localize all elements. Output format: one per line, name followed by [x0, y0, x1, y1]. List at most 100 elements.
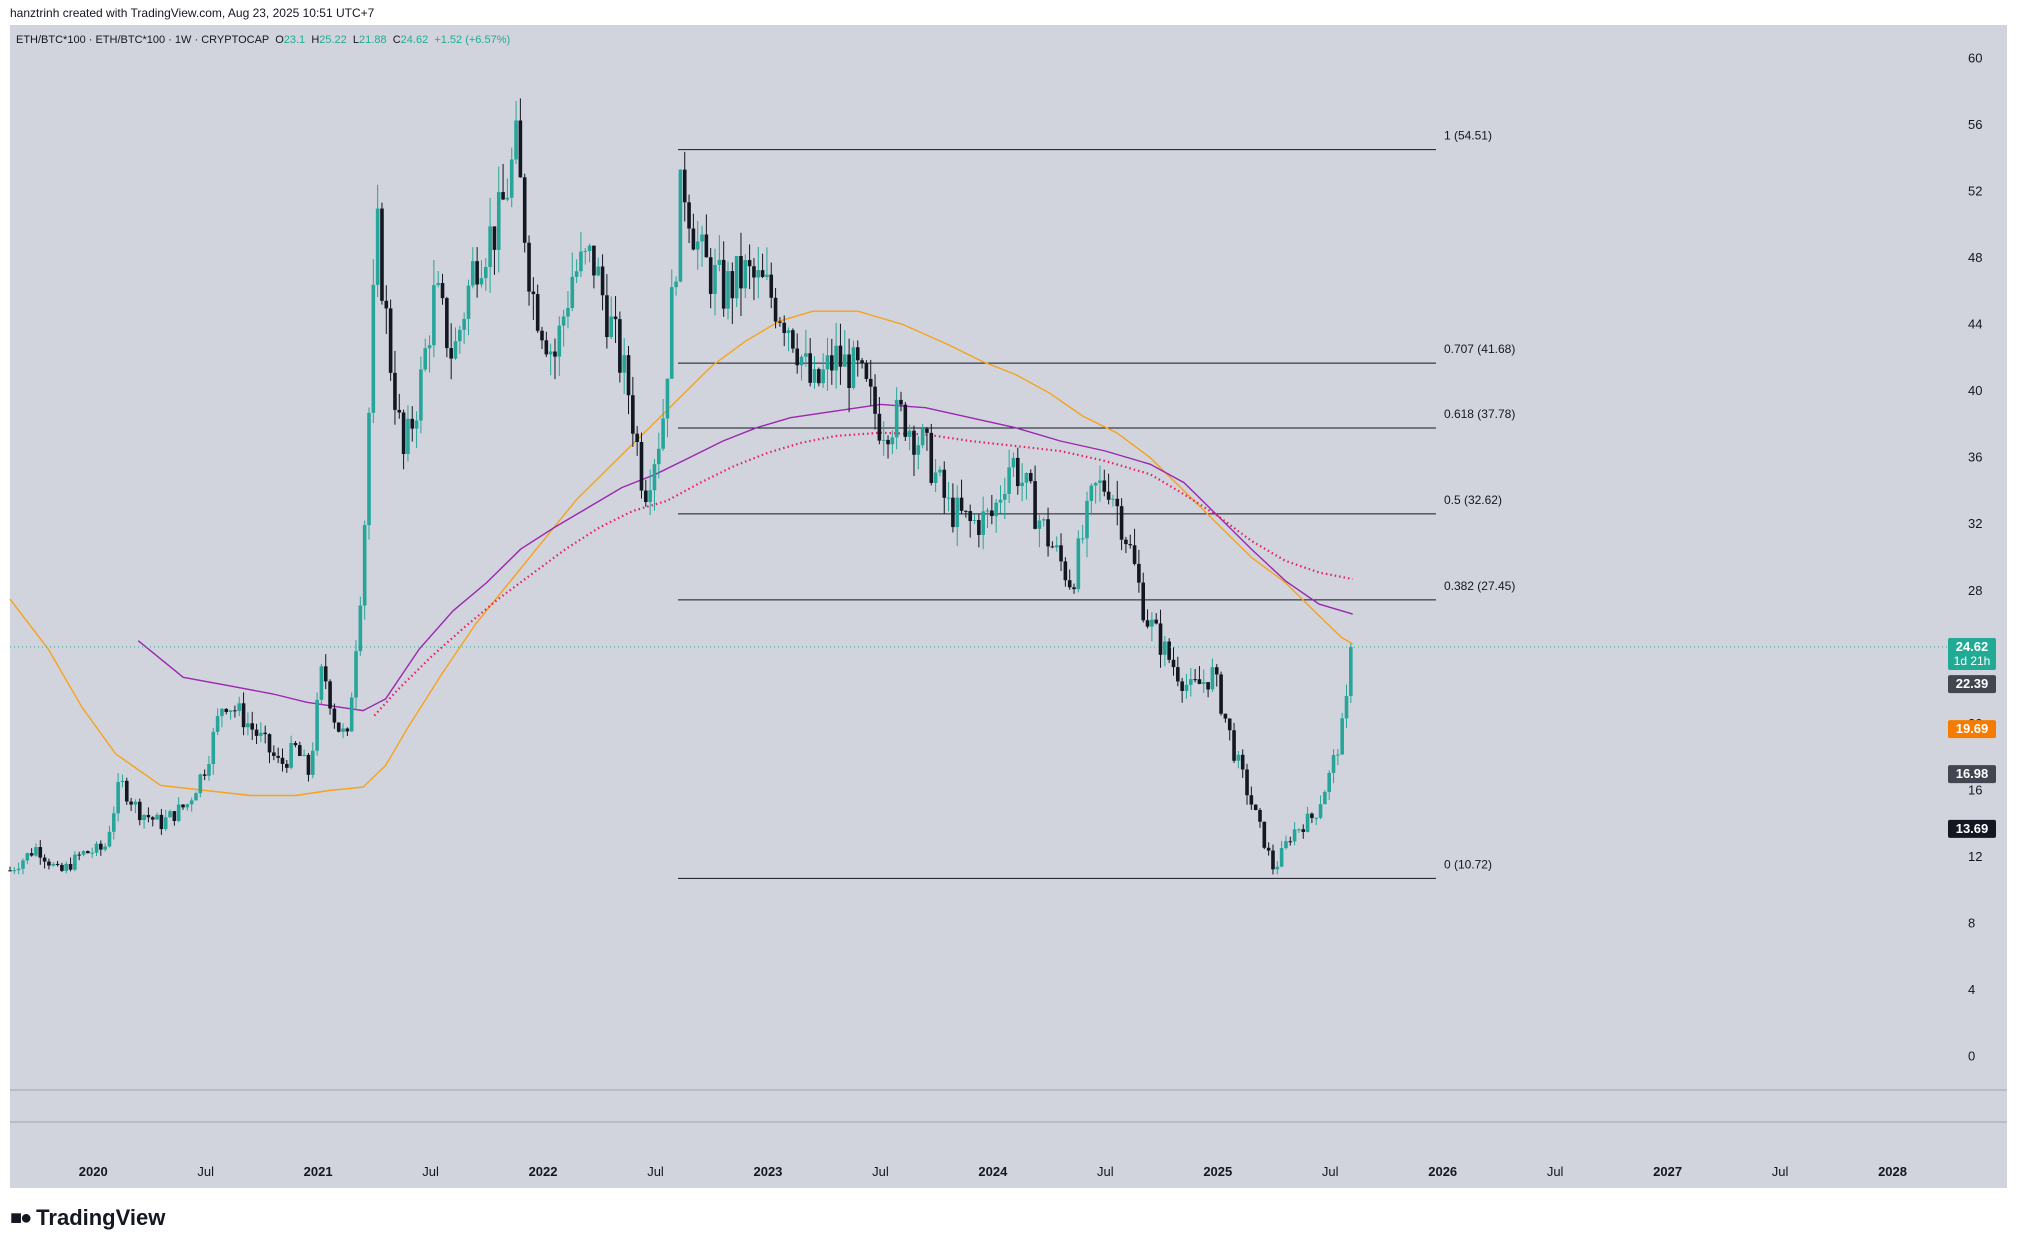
- candle-body: [838, 345, 843, 367]
- price-tag-label: 19.69: [1956, 721, 1989, 736]
- candle-body: [1033, 481, 1037, 529]
- price-tag-countdown: 1d 21h: [1954, 654, 1991, 668]
- moving-average-line: [137, 403, 1353, 712]
- candle-body: [371, 284, 376, 413]
- candle-body: [367, 412, 371, 526]
- x-tick-label: 2025: [1203, 1164, 1232, 1179]
- candle-body: [894, 399, 899, 438]
- candle-body: [1288, 841, 1293, 843]
- candle-body: [1154, 619, 1158, 624]
- price-tag: [1948, 765, 1996, 784]
- candle-body: [570, 276, 575, 309]
- candle-body: [1102, 480, 1107, 492]
- candle-body: [968, 511, 973, 522]
- candle-body: [548, 351, 553, 355]
- candle-body: [1106, 491, 1111, 500]
- candle-body: [466, 285, 471, 319]
- tradingview-logo-icon: ■●: [10, 1206, 32, 1229]
- candle-body: [237, 703, 242, 711]
- candle-body: [938, 469, 942, 473]
- candle-body: [721, 259, 726, 309]
- fib-level-label: 0.5 (32.62): [1444, 493, 1502, 507]
- candle-body: [401, 412, 406, 454]
- candle-body: [981, 511, 985, 535]
- candle-body: [479, 278, 484, 285]
- candle-body: [505, 197, 510, 200]
- candle-body: [544, 340, 549, 355]
- candle-body: [116, 781, 120, 814]
- candle-body: [159, 814, 164, 830]
- x-tick-label: Jul: [422, 1164, 439, 1179]
- candle-body: [674, 281, 678, 288]
- candle-body: [1167, 641, 1171, 660]
- candle-body: [691, 228, 696, 250]
- candle-body: [150, 817, 155, 820]
- tradingview-logo-text: TradingView: [36, 1205, 166, 1230]
- candle-body: [765, 274, 769, 277]
- candle-body: [55, 863, 60, 865]
- candle-body: [345, 728, 350, 732]
- candle-body: [1219, 674, 1223, 714]
- candle-body: [1163, 641, 1167, 655]
- candle-body: [587, 245, 592, 251]
- candle-body: [708, 257, 713, 294]
- candle-body: [829, 355, 834, 371]
- candle-body: [254, 729, 259, 736]
- chart-area[interactable]: [10, 25, 2007, 1188]
- candle-body: [202, 774, 207, 776]
- candle-body: [246, 723, 250, 728]
- candle-body: [1119, 506, 1124, 540]
- candle-body: [362, 525, 367, 606]
- candle-body: [1240, 754, 1245, 770]
- candle-body: [142, 814, 146, 821]
- candle-body: [605, 295, 609, 338]
- candle-body: [241, 703, 246, 728]
- candle-body: [899, 399, 903, 405]
- candle-body: [1206, 682, 1210, 690]
- candle-body: [890, 437, 895, 445]
- candle-body: [873, 386, 877, 414]
- candle-body: [168, 811, 172, 818]
- candle-body: [644, 490, 648, 503]
- candle-body: [881, 439, 886, 441]
- candle-body: [639, 441, 644, 491]
- candle-body: [791, 330, 795, 349]
- x-tick-label: 2024: [978, 1164, 1008, 1179]
- x-tick-label: 2026: [1428, 1164, 1457, 1179]
- candle-body: [90, 852, 94, 854]
- candle-body: [64, 863, 69, 871]
- candle-body: [799, 356, 804, 366]
- candle-body: [259, 732, 263, 736]
- candle-body: [704, 234, 709, 258]
- candle-body: [648, 490, 652, 503]
- candle-body: [419, 369, 423, 421]
- candle-body: [574, 271, 579, 277]
- candle-body: [626, 355, 631, 396]
- x-tick-label: 2020: [79, 1164, 108, 1179]
- candle-body: [137, 801, 142, 821]
- candle-body: [1176, 667, 1180, 682]
- candle-body: [42, 857, 47, 862]
- candle-body: [453, 341, 458, 359]
- candle-body: [358, 605, 363, 652]
- candle-body: [29, 853, 34, 856]
- candle-body: [1063, 561, 1068, 581]
- candle-body: [946, 497, 951, 499]
- candle-body: [176, 804, 181, 821]
- candle-body: [51, 863, 56, 866]
- candle-body: [397, 409, 402, 413]
- high-value: 25.22: [319, 34, 347, 46]
- candle-body: [1305, 813, 1310, 832]
- tradingview-logo[interactable]: ■● TradingView: [10, 1205, 165, 1231]
- candle-body: [68, 863, 73, 870]
- candle-body: [1067, 580, 1072, 588]
- symbol-label[interactable]: ETH/BTC*100 · ETH/BTC*100 · 1W · CRYPTOC…: [16, 34, 270, 46]
- candle-body: [12, 870, 17, 872]
- candle-body: [631, 395, 635, 434]
- candle-body: [189, 800, 194, 805]
- candle-body: [1054, 545, 1059, 548]
- candle-body: [289, 742, 293, 768]
- candle-body: [354, 651, 358, 698]
- candle-body: [925, 428, 929, 433]
